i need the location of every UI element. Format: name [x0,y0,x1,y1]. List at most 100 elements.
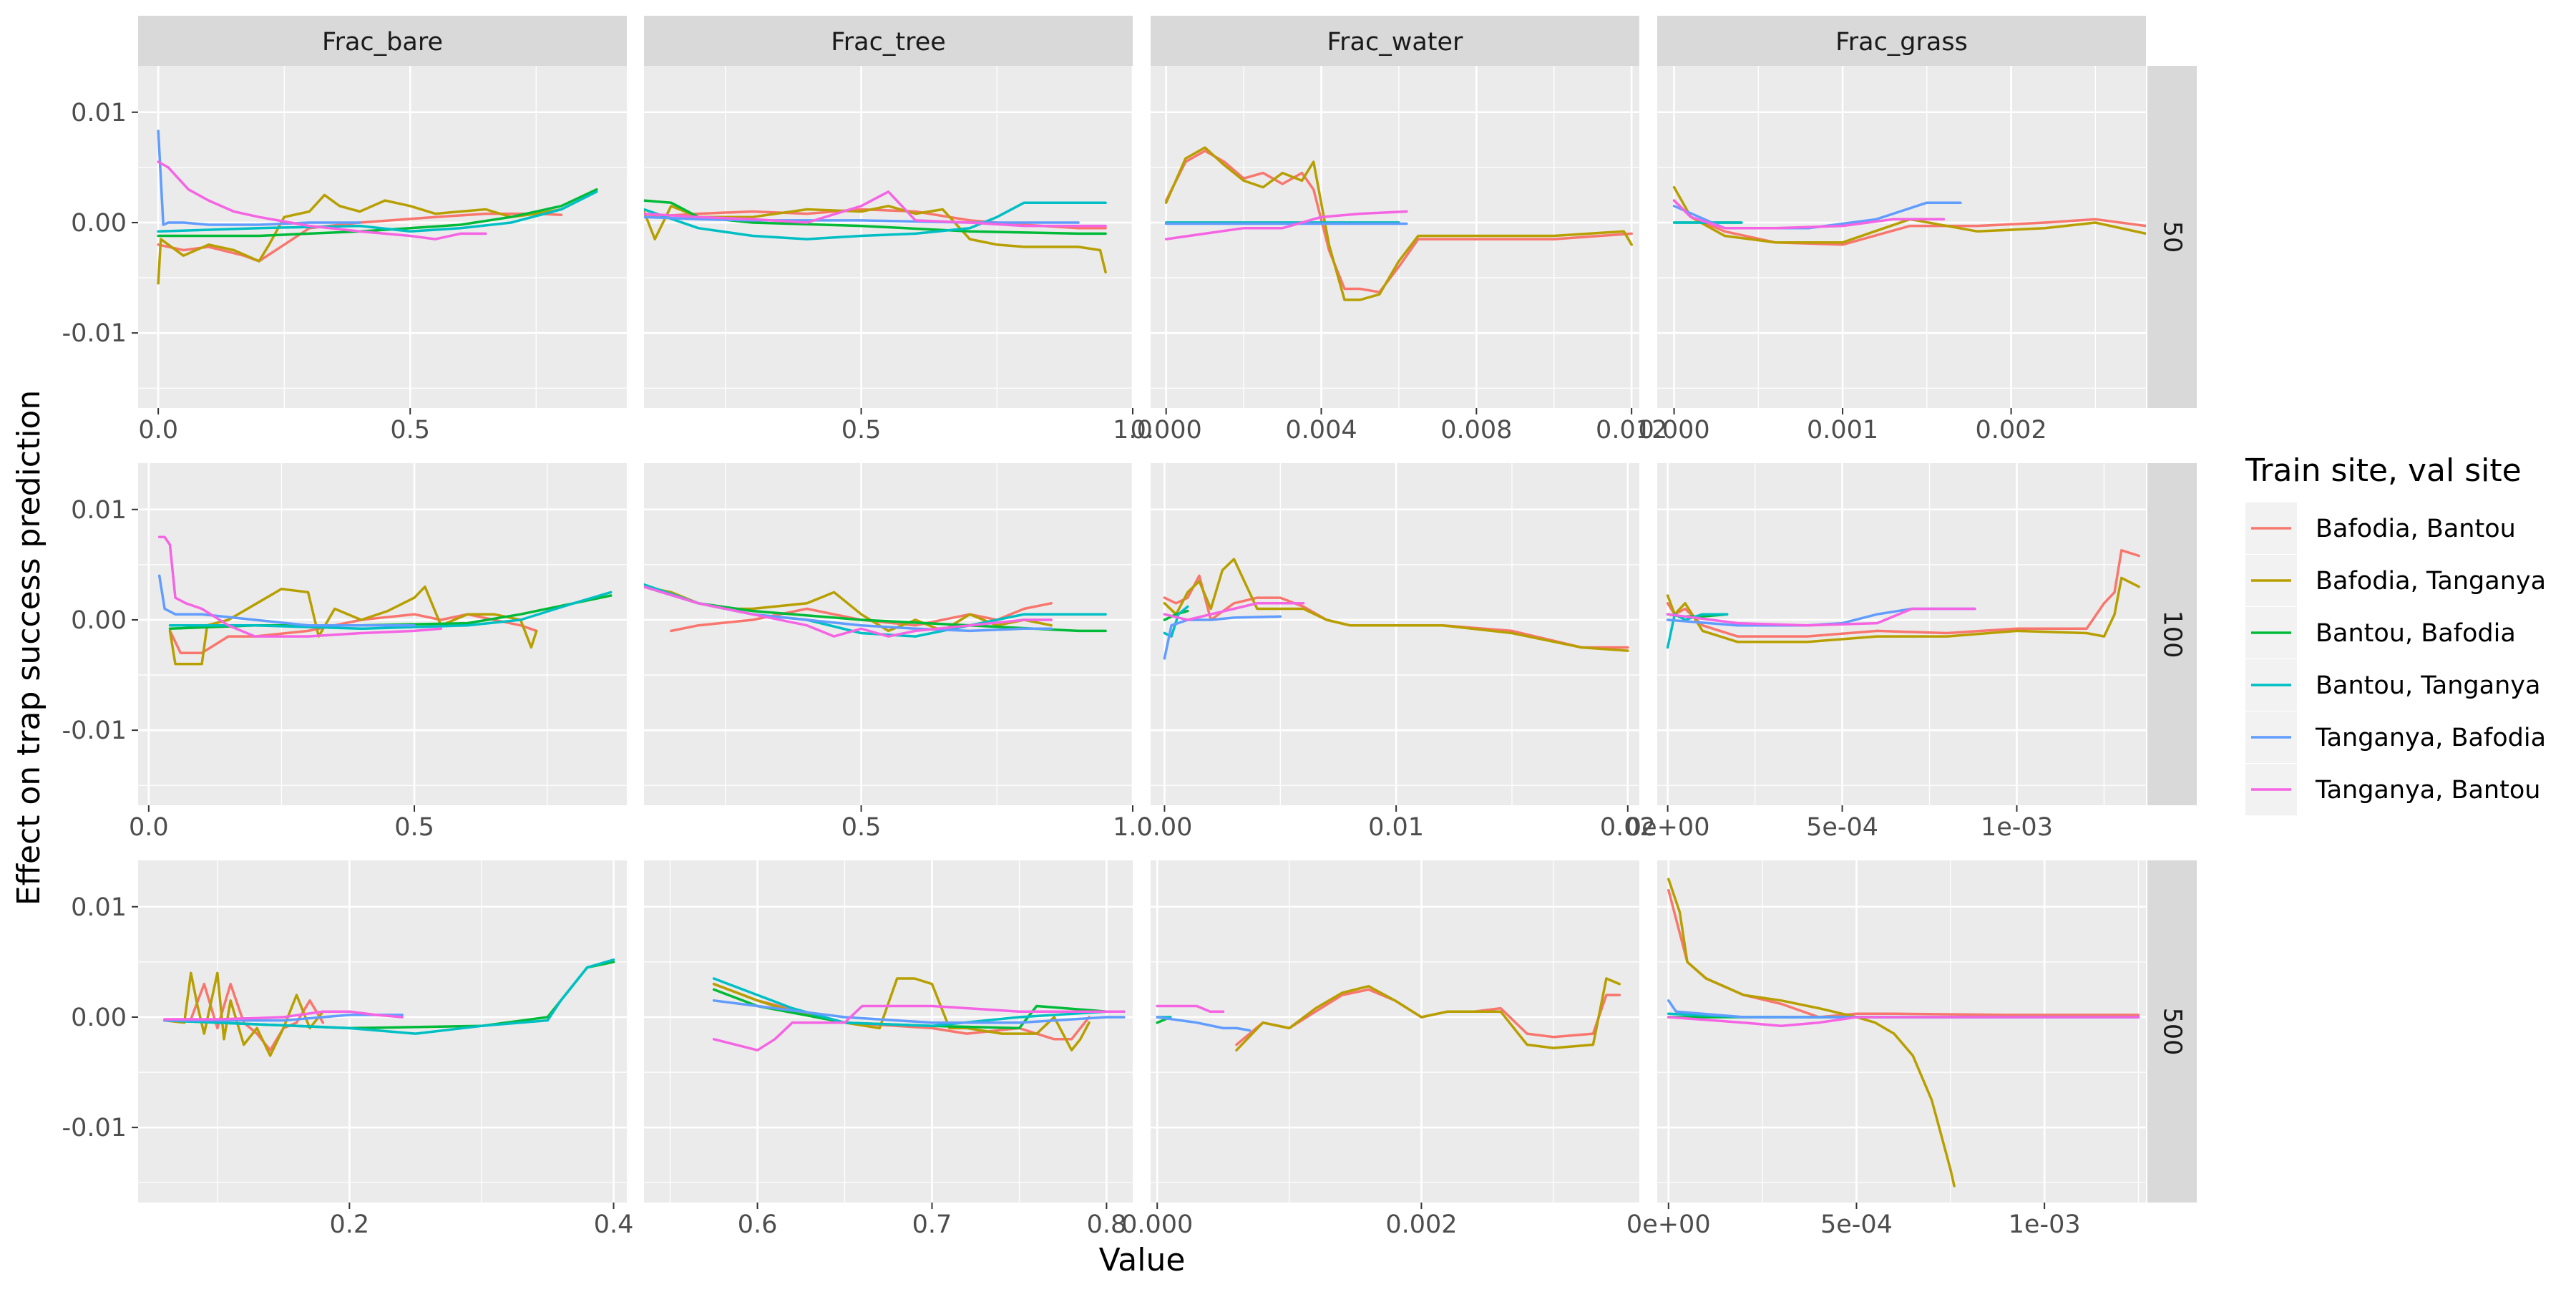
panel-background [644,66,1133,408]
series-group [644,190,1107,274]
x-tick-label: 0.5 [390,416,430,445]
series-group [163,958,615,1057]
row-strip [2147,66,2197,408]
x-tick-label: 0.02 [1600,813,1656,842]
x-tick-label: 0.7 [912,1210,952,1239]
series-line [644,199,1107,235]
series-line [163,971,325,1057]
column-strip-label: Frac_water [1327,28,1463,57]
series-line [670,602,1053,633]
x-tick-label: 0.2 [330,1210,370,1239]
x-tick-label: 0.01 [1368,813,1424,842]
panel-background [138,463,627,805]
series-line [1666,549,2140,638]
panel-background [1657,463,2146,805]
x-tick-label: 1e-03 [2009,1210,2081,1239]
x-tick-label: 1.0 [1113,813,1153,842]
legend-label: Bantou, Tanganya [2316,671,2540,700]
x-tick-label: 0.000 [1121,1210,1193,1239]
series-line [168,591,613,631]
y-tick-label: 0.00 [71,209,127,238]
series-line [157,160,487,241]
series-line [157,193,563,285]
series-line [157,535,442,638]
row-strip-label: 500 [2158,1008,2187,1056]
series-line [157,190,598,233]
x-tick-label: 0.001 [1807,416,1878,445]
y-tick-label: 0.00 [71,606,127,635]
series-line [644,205,1107,274]
series-line [1672,199,1946,230]
series-line [1667,1016,2140,1028]
y-tick-label: -0.01 [62,1114,127,1142]
panel-background [1151,463,1639,805]
series-line [1666,576,2140,643]
x-tick-label: 0.5 [841,813,882,842]
series-line [157,130,361,226]
x-tick-label: 5e-04 [1820,1210,1893,1239]
x-tick-label: 0.012 [1596,416,1667,445]
series-line [157,574,416,627]
y-tick-label: -0.01 [62,717,127,745]
x-tick-label: 0.002 [1975,416,2046,445]
series-group [1667,878,2140,1187]
series-line [1666,613,1729,649]
row-strip [2147,860,2197,1203]
legend-label: Bafodia, Tanganya [2316,567,2546,596]
series-line [1156,1004,1225,1013]
column-strip [1151,16,1639,66]
legend-label: Bantou, Bafodia [2316,619,2516,648]
panel-background [644,860,1133,1203]
y-tick-label: 0.01 [71,893,127,922]
x-tick-label: 5e-04 [1806,813,1878,842]
series-group [1156,977,1621,1051]
series-group [1164,146,1633,301]
x-tick-label: 0.000 [1131,416,1202,445]
x-tick-label: 0.0 [129,813,169,842]
series-line [1672,185,2146,244]
panel-background [1151,860,1639,1203]
series-line [1235,977,1621,1051]
row-strip [2147,463,2197,805]
legend-label: Bafodia, Bantou [2316,515,2516,543]
y-tick-label: 0.00 [71,1004,127,1032]
series-line [163,958,615,1035]
series-line [1672,199,2146,246]
column-strip-label: Frac_grass [1835,28,1968,57]
series-group [1666,549,2140,649]
series-line [1164,146,1633,301]
panel-background [1657,860,2146,1203]
x-tick-label: 0.008 [1440,416,1512,445]
series-line [1164,149,1633,293]
column-strip-label: Frac_tree [831,28,946,57]
column-strip [644,16,1133,66]
y-axis-title: Effect on trap success prediction [11,390,47,905]
legend-label: Tanganya, Bantou [2315,776,2540,805]
x-tick-label: 0.000 [1638,416,1709,445]
x-tick-label: 0.0 [138,416,178,445]
x-tick-label: 0.004 [1285,416,1357,445]
row-strip-label: 50 [2158,221,2187,253]
x-axis-title: Value [1099,1242,1186,1278]
series-line [644,585,1053,638]
series-line [1163,615,1282,660]
series-line [157,188,598,238]
y-tick-label: -0.01 [62,319,127,348]
x-tick-label: 1e-03 [1981,813,2053,842]
column-strip-label: Frac_bare [322,28,443,57]
series-line [644,201,1107,241]
x-tick-label: 0.5 [841,416,882,445]
series-line [1163,609,1189,621]
series-line [712,999,1126,1024]
series-line [1666,607,1976,627]
series-line [163,1010,404,1021]
panel-background [1151,66,1639,408]
x-tick-label: 0.002 [1385,1210,1457,1239]
row-strip-label: 100 [2158,611,2187,659]
series-line [644,190,1107,228]
series-line [1163,602,1305,621]
series-group [1672,185,2146,246]
column-strip [138,16,627,66]
column-strip [1657,16,2146,66]
